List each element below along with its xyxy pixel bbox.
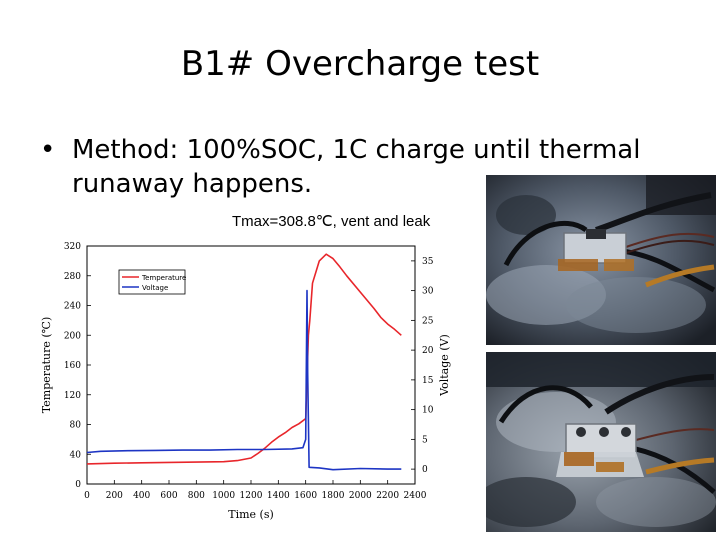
y-right-axis-label: Voltage (V): [438, 334, 451, 397]
y-right-tick-label: 30: [422, 287, 434, 297]
y-left-tick-label: 40: [70, 450, 82, 460]
x-tick-label: 2000: [349, 491, 372, 501]
test-photo-before: [486, 175, 716, 345]
x-tick-label: 800: [188, 491, 205, 501]
x-tick-label: 1800: [322, 491, 345, 501]
y-left-tick-label: 80: [70, 421, 82, 431]
legend-box: [118, 269, 186, 295]
y-left-axis-label: Temperature (℃): [40, 317, 53, 413]
y-right-tick-label: 15: [422, 376, 434, 386]
bullet-dot: •: [40, 135, 56, 165]
x-tick-label: 1000: [212, 491, 235, 501]
series-line-voltage: [86, 289, 402, 471]
x-tick-label: 600: [160, 491, 177, 501]
x-tick-label: 2400: [404, 491, 427, 501]
y-left-tick-label: 120: [64, 391, 81, 401]
bullet-text: Method: 100%SOC, 1C charge until thermal…: [72, 135, 641, 199]
slide-title: B1# Overcharge test: [180, 44, 540, 84]
legend-label: Temperature: [141, 274, 186, 282]
y-left-tick-label: 0: [75, 480, 81, 490]
chart-caption: Tmax=308.8℃, vent and leak: [232, 213, 431, 230]
x-tick-label: 2200: [376, 491, 399, 501]
x-tick-label: 0: [84, 491, 90, 501]
x-axis-label: Time (s): [228, 508, 274, 521]
y-right-tick-label: 0: [422, 465, 428, 475]
y-left-tick-label: 200: [64, 331, 81, 341]
y-right-tick-label: 20: [422, 346, 434, 356]
test-photo-after: [486, 352, 716, 532]
series-line-temperature: [86, 253, 402, 465]
y-right-tick-label: 5: [422, 435, 428, 445]
x-tick-label: 1600: [294, 491, 317, 501]
x-tick-label: 1400: [267, 491, 290, 501]
test-photo-before-image: [486, 175, 716, 345]
temperature-voltage-chart: 0 200 400 600 800 1000 1200 1400 1600 1800 2000 220…: [40, 242, 451, 521]
y-right-tick-label: 35: [422, 257, 434, 267]
y-right-tick-label: 25: [422, 316, 434, 326]
y-left-tick-label: 160: [64, 361, 81, 371]
x-tick-label: 400: [133, 491, 150, 501]
legend-label: Voltage: [142, 284, 168, 292]
y-left-tick-label: 240: [64, 302, 81, 312]
x-tick-label: 1200: [240, 491, 263, 501]
y-right-tick-label: 10: [422, 406, 434, 416]
y-left-tick-label: 320: [64, 242, 81, 252]
test-photo-after-image: [486, 352, 716, 532]
x-tick-label: 200: [106, 491, 123, 501]
y-left-tick-label: 280: [64, 272, 81, 282]
